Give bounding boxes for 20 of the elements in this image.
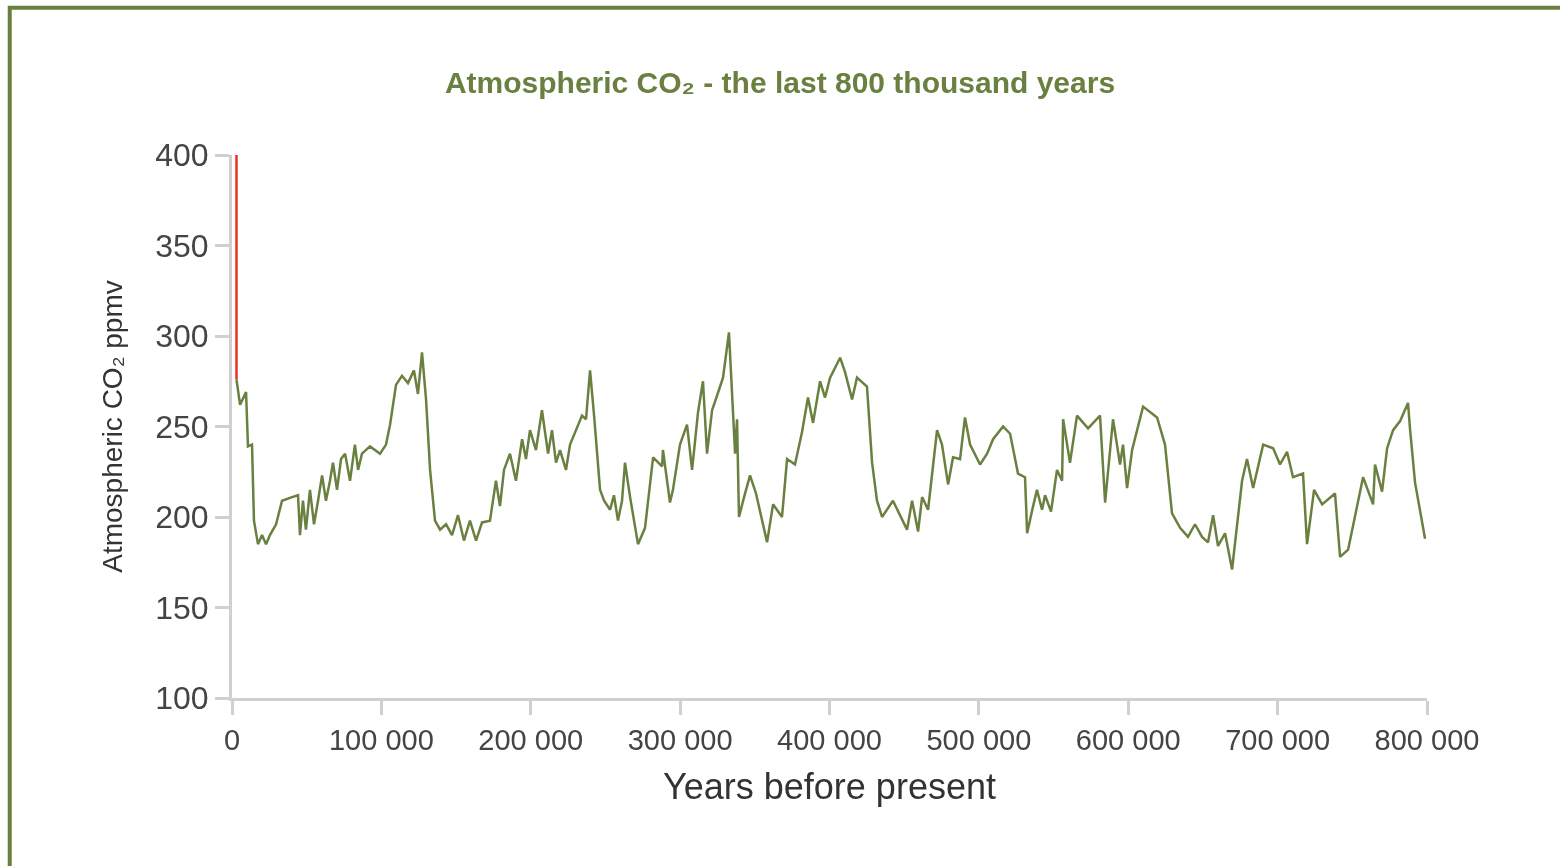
y-axis-title: Atmospheric CO₂ ppmv — [96, 280, 128, 573]
x-tick-label: 800 000 — [1374, 723, 1480, 756]
x-tick-label: 0 — [223, 723, 241, 756]
x-tick-label: 400 000 — [777, 723, 882, 756]
y-tick-label: 200 — [155, 499, 209, 536]
chart-title: Atmospheric CO₂ - the last 800 thousand years — [444, 65, 1116, 99]
y-tick-label: 300 — [155, 318, 209, 355]
x-tick-label: 300 000 — [627, 723, 733, 756]
y-tick-label: 150 — [155, 589, 209, 626]
x-tick-label: 200 000 — [478, 723, 584, 756]
x-tick-label: 500 000 — [926, 723, 1032, 756]
y-tick-label: 400 — [155, 137, 209, 174]
x-axis-title: Years before present — [663, 766, 996, 808]
x-tick-label: 100 000 — [328, 723, 434, 756]
line-series — [235, 331, 1427, 571]
y-tick-label: 350 — [155, 227, 209, 264]
x-tick-label: 700 000 — [1225, 723, 1331, 756]
y-tick-label: 100 — [155, 680, 209, 717]
x-tick-label: 600 000 — [1075, 723, 1181, 756]
y-tick-label: 250 — [155, 408, 209, 445]
